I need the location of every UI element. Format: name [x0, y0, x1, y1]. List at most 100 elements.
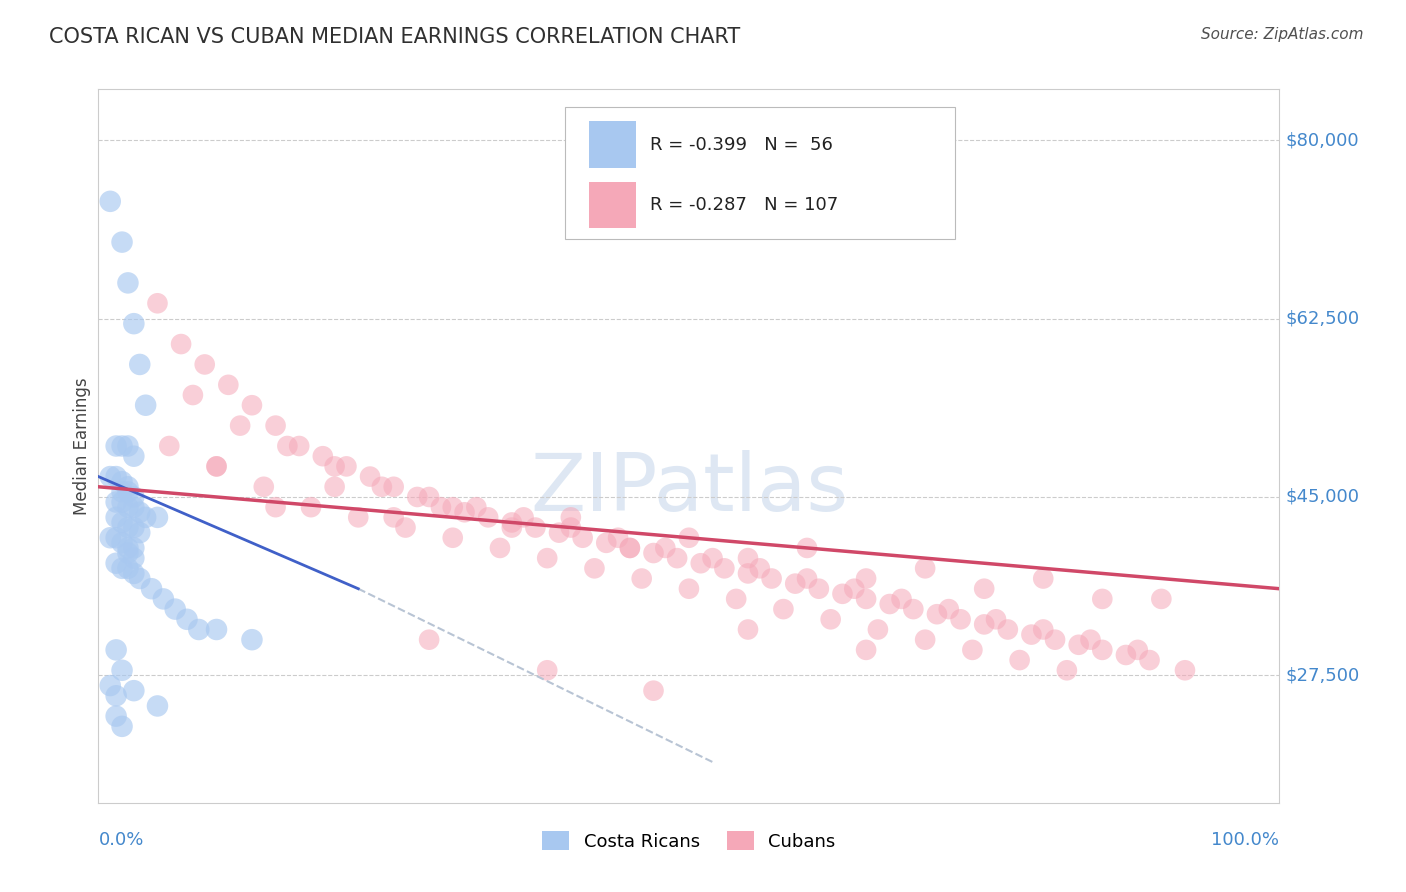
- Point: [1032, 623, 1054, 637]
- Point: [240, 632, 263, 647]
- Point: [903, 602, 925, 616]
- Point: [299, 500, 322, 515]
- Point: [536, 663, 558, 677]
- Point: [949, 612, 972, 626]
- Point: [146, 510, 169, 524]
- Legend: Costa Ricans, Cubans: Costa Ricans, Cubans: [534, 824, 844, 858]
- Point: [583, 561, 606, 575]
- Point: [678, 531, 700, 545]
- Point: [276, 439, 298, 453]
- Point: [371, 480, 394, 494]
- Point: [702, 551, 724, 566]
- Point: [619, 541, 641, 555]
- Point: [785, 576, 807, 591]
- Point: [855, 591, 877, 606]
- Point: [98, 679, 121, 693]
- Point: [181, 388, 204, 402]
- Point: [1080, 632, 1102, 647]
- FancyBboxPatch shape: [565, 107, 955, 239]
- Point: [1115, 648, 1137, 662]
- Point: [914, 632, 936, 647]
- Text: Source: ZipAtlas.com: Source: ZipAtlas.com: [1201, 27, 1364, 42]
- Point: [607, 531, 630, 545]
- Point: [879, 597, 901, 611]
- Point: [122, 449, 145, 463]
- Point: [205, 623, 228, 637]
- Point: [962, 643, 984, 657]
- Point: [128, 358, 150, 372]
- Point: [122, 317, 145, 331]
- Point: [170, 337, 193, 351]
- Point: [512, 510, 534, 524]
- Point: [725, 591, 748, 606]
- Point: [441, 531, 464, 545]
- Point: [111, 439, 134, 453]
- Point: [105, 439, 128, 453]
- Point: [430, 500, 453, 515]
- Point: [111, 484, 134, 499]
- Point: [152, 591, 174, 606]
- Point: [105, 495, 128, 509]
- Point: [1091, 591, 1114, 606]
- Point: [217, 377, 239, 392]
- Point: [105, 469, 128, 483]
- Point: [619, 541, 641, 555]
- Point: [128, 505, 150, 519]
- Point: [560, 520, 582, 534]
- Point: [135, 398, 157, 412]
- Point: [111, 663, 134, 677]
- Point: [689, 556, 711, 570]
- Point: [122, 541, 145, 555]
- Point: [737, 566, 759, 581]
- Text: $62,500: $62,500: [1285, 310, 1360, 327]
- Point: [264, 500, 287, 515]
- Point: [323, 459, 346, 474]
- Point: [122, 566, 145, 581]
- Point: [1126, 643, 1149, 657]
- Point: [117, 276, 139, 290]
- Point: [678, 582, 700, 596]
- Point: [122, 683, 145, 698]
- Text: COSTA RICAN VS CUBAN MEDIAN EARNINGS CORRELATION CHART: COSTA RICAN VS CUBAN MEDIAN EARNINGS COR…: [49, 27, 741, 46]
- Point: [1150, 591, 1173, 606]
- Y-axis label: Median Earnings: Median Earnings: [73, 377, 91, 515]
- Point: [973, 617, 995, 632]
- Text: R = -0.287   N = 107: R = -0.287 N = 107: [650, 196, 838, 214]
- Point: [855, 643, 877, 657]
- Point: [229, 418, 252, 433]
- Point: [312, 449, 335, 463]
- Point: [654, 541, 676, 555]
- Point: [418, 490, 440, 504]
- Point: [489, 541, 512, 555]
- Point: [382, 510, 405, 524]
- Point: [630, 572, 652, 586]
- Point: [524, 520, 547, 534]
- Point: [737, 623, 759, 637]
- Point: [643, 546, 665, 560]
- Point: [844, 582, 866, 596]
- Text: ZIPatlas: ZIPatlas: [530, 450, 848, 528]
- Point: [98, 531, 121, 545]
- Point: [240, 398, 263, 412]
- Point: [122, 490, 145, 504]
- Point: [111, 475, 134, 489]
- Point: [194, 358, 217, 372]
- Bar: [589, 182, 636, 228]
- Text: R = -0.399   N =  56: R = -0.399 N = 56: [650, 136, 832, 153]
- Point: [855, 572, 877, 586]
- Point: [441, 500, 464, 515]
- Point: [418, 632, 440, 647]
- Point: [761, 572, 783, 586]
- Point: [1091, 643, 1114, 657]
- Point: [117, 480, 139, 494]
- Point: [205, 459, 228, 474]
- Point: [1021, 627, 1043, 641]
- Point: [111, 561, 134, 575]
- Point: [122, 520, 145, 534]
- Point: [973, 582, 995, 596]
- Point: [938, 602, 960, 616]
- Point: [997, 623, 1019, 637]
- Point: [595, 536, 617, 550]
- Point: [111, 516, 134, 530]
- Point: [1032, 572, 1054, 586]
